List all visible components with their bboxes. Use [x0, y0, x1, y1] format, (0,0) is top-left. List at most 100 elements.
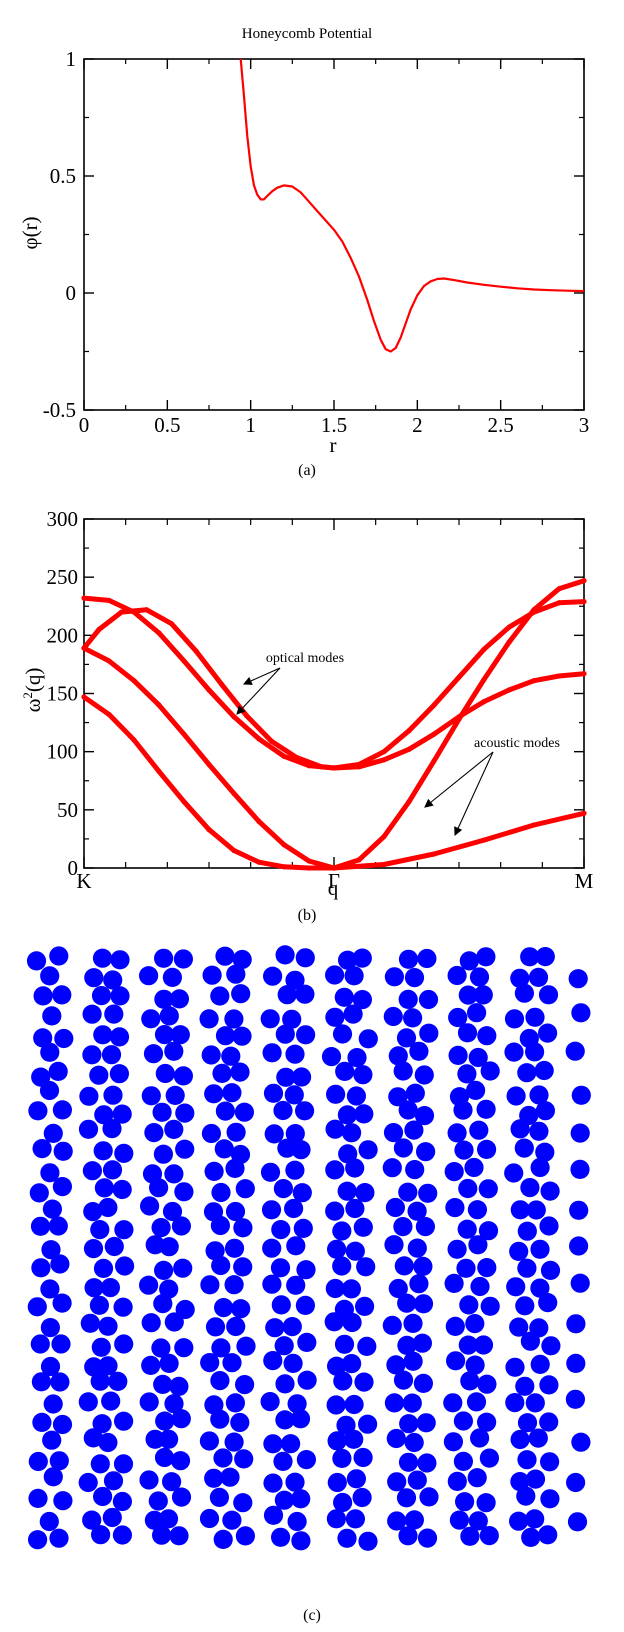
particle-disk	[235, 1526, 255, 1546]
chart-b-ylabel-sup: 2	[20, 692, 35, 699]
particle-disk	[384, 1393, 404, 1413]
particle-disk	[50, 1254, 70, 1274]
particle-disk	[405, 1083, 425, 1103]
particle-disk	[477, 1258, 497, 1278]
particle-disk	[33, 986, 53, 1006]
particle-disk	[517, 1413, 538, 1433]
particle-disk	[419, 1487, 439, 1507]
particle-disk	[231, 1299, 251, 1319]
particle-disk	[262, 1274, 282, 1294]
particle-disk	[262, 1238, 282, 1258]
particle-disk	[286, 1275, 306, 1295]
particle-disk	[260, 1009, 280, 1029]
particle-disk	[402, 1393, 422, 1413]
particle-disk	[210, 1215, 230, 1236]
particle-disk	[417, 948, 437, 969]
particle-disk	[102, 1160, 123, 1180]
particle-disk	[443, 1432, 463, 1452]
particle-disk	[540, 1260, 561, 1280]
particle-disk	[164, 1164, 184, 1184]
branch-point	[106, 658, 112, 664]
particle-disk	[325, 1119, 345, 1139]
particle-disk	[326, 1395, 346, 1415]
particle-disk	[337, 1181, 357, 1201]
particle-disk	[445, 1316, 465, 1336]
particle-disk	[393, 1217, 413, 1237]
particle-disk	[271, 1295, 291, 1315]
particle-disk	[384, 967, 404, 987]
particle-disk	[295, 984, 315, 1004]
particle-disk	[78, 1392, 98, 1412]
particle-disk	[477, 1412, 497, 1432]
particle-disk	[407, 1470, 427, 1490]
particle-disk	[398, 1526, 418, 1546]
particle-disk	[343, 1004, 363, 1024]
particle-disk	[296, 1260, 316, 1280]
particle-disk	[93, 1025, 113, 1045]
particle-disk	[84, 1278, 104, 1298]
particle-disk	[232, 1026, 252, 1046]
chart-a-series	[239, 58, 585, 353]
branch-line	[81, 694, 337, 871]
particle-disk	[104, 1236, 124, 1257]
particle-disk	[403, 1008, 423, 1028]
particle-disk	[504, 1042, 524, 1062]
particle-disk	[344, 966, 364, 986]
particle-disk	[570, 1123, 590, 1143]
particle-disk	[282, 1009, 302, 1029]
particle-disk	[110, 986, 130, 1006]
particle-disk	[397, 1293, 417, 1313]
particle-disk	[291, 1531, 311, 1551]
particle-disk	[103, 1085, 123, 1105]
particle-disk	[525, 1393, 545, 1413]
particle-disk	[83, 1428, 103, 1448]
particle-disk	[211, 1255, 231, 1276]
particle-disk	[345, 1198, 365, 1219]
particle-disk	[158, 1509, 179, 1529]
particle-disk	[82, 1510, 102, 1530]
branch-point	[506, 687, 512, 693]
particle-configuration: (c)	[26, 945, 591, 1624]
particle-disk	[145, 1235, 165, 1255]
particle-disk	[114, 1220, 134, 1240]
particle-disk	[226, 964, 246, 984]
particle-disk	[327, 1431, 347, 1451]
particle-disk	[517, 1221, 537, 1241]
particle-disk	[141, 1313, 161, 1333]
particle-disk	[404, 1120, 424, 1140]
particle-disk	[535, 947, 555, 967]
particle-disk	[467, 1003, 487, 1023]
particle-disk	[275, 1374, 295, 1394]
particle-disk	[285, 1044, 305, 1064]
particle-disk	[32, 1412, 52, 1432]
particle-disk	[476, 947, 496, 967]
particle-disk	[449, 1510, 469, 1530]
particle-disk	[291, 1140, 311, 1160]
particle-disk	[287, 1511, 307, 1532]
particle-disk	[204, 1161, 224, 1181]
particle-disk	[162, 1472, 182, 1492]
particle-disk	[342, 1123, 362, 1143]
particle-disk	[101, 1391, 121, 1411]
branch-line	[81, 607, 337, 771]
branch-point	[481, 699, 487, 705]
particle-disk	[386, 1355, 406, 1375]
particle-disk	[141, 1086, 161, 1106]
particle-disk	[264, 1124, 284, 1144]
particle-disk	[466, 1080, 486, 1100]
particle-disk	[51, 1334, 71, 1354]
particle-disk	[510, 968, 530, 988]
particle-disk	[407, 1238, 427, 1258]
branch-point	[118, 609, 125, 615]
particle-disk	[26, 951, 47, 971]
particle-disk	[49, 1451, 69, 1471]
branch-point	[506, 624, 512, 630]
particle-disk	[333, 1492, 353, 1513]
branch-point	[581, 671, 587, 677]
particle-disk	[159, 1279, 179, 1299]
particle-disk	[517, 1450, 537, 1470]
particle-disk	[93, 1141, 113, 1161]
particle-disk	[465, 1355, 485, 1375]
particle-disk	[520, 1178, 540, 1198]
particle-disk	[571, 1003, 591, 1023]
